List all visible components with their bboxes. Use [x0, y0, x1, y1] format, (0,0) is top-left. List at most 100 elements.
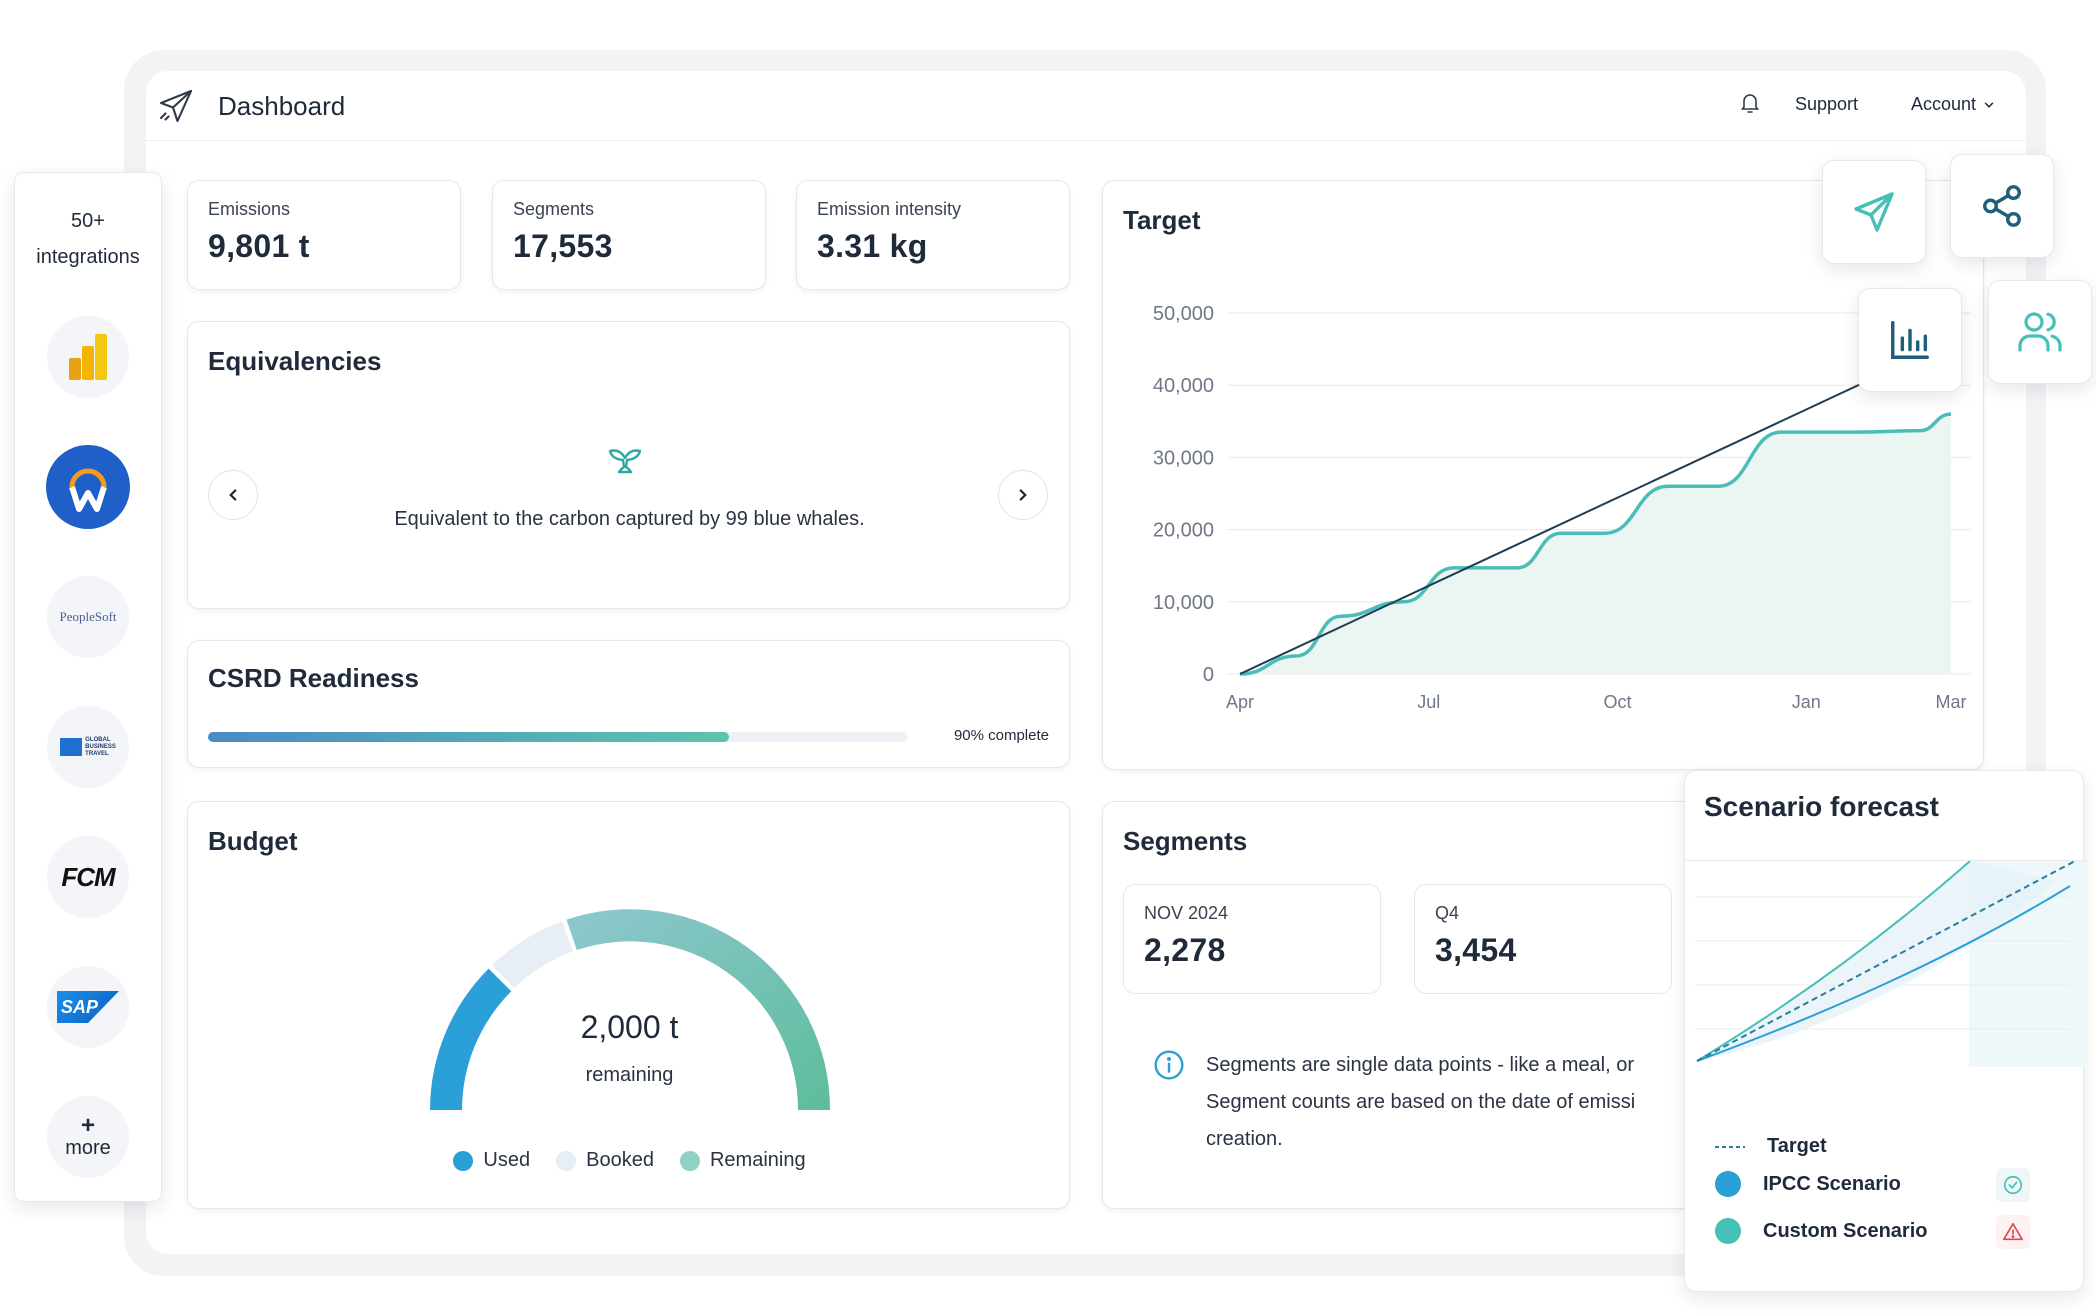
target-title: Target	[1123, 205, 1201, 235]
bell-icon[interactable]	[1738, 91, 1766, 119]
previous-button[interactable]	[208, 470, 258, 520]
segment-quarter-card[interactable]: Q4 3,454	[1414, 884, 1672, 994]
fcm-text: FCM	[61, 861, 115, 892]
segments-label: Segments	[513, 199, 595, 219]
scenario-card: Scenario forecast Target IPCC Scenario C…	[1684, 770, 2085, 1292]
y-tick-label: 50,000	[1153, 303, 1214, 325]
csrd-title: CSRD Readiness	[208, 663, 419, 693]
info-line-1: Segments are single data points - like a…	[1206, 1054, 1634, 1076]
x-tick-label: Mar	[1936, 692, 1967, 712]
budget-gauge	[430, 909, 831, 1110]
y-tick-label: 20,000	[1153, 520, 1214, 542]
sap-text: SAP	[61, 996, 99, 1017]
support-link[interactable]: Support	[1795, 94, 1859, 114]
gauge-used-arc	[430, 968, 512, 1110]
actual-area	[1240, 414, 1951, 674]
segment-quarter-value: 3,454	[1435, 932, 1517, 968]
segments-value: 17,553	[513, 228, 613, 264]
x-tick-label: Jan	[1792, 692, 1821, 712]
y-tick-label: 40,000	[1153, 375, 1214, 397]
budget-title: Budget	[208, 826, 298, 856]
integrations-label: integrations	[36, 246, 140, 268]
csrd-progress-fill	[208, 732, 729, 742]
ipcc-scenario-line	[1696, 885, 2071, 1062]
emissions-card[interactable]: Emissions 9,801 t	[187, 180, 461, 290]
page-title: Dashboard	[218, 91, 346, 121]
info-icon	[1153, 1049, 1185, 1086]
users-icon	[2018, 312, 2062, 352]
csrd-progress-track	[208, 732, 908, 742]
next-button[interactable]	[998, 470, 1048, 520]
scenario-chart	[1695, 861, 2085, 1067]
intensity-value: 3.31 kg	[817, 228, 928, 264]
more-label: more	[65, 1136, 111, 1159]
analytics-tile[interactable]	[1858, 288, 1962, 392]
y-tick-label: 10,000	[1153, 592, 1214, 614]
x-tick-label: Oct	[1604, 692, 1632, 712]
segment-month-label: NOV 2024	[1144, 903, 1229, 923]
info-line-2: Segment counts are based on the date of …	[1206, 1091, 1636, 1113]
segments-stat-card[interactable]: Segments 17,553	[492, 180, 766, 290]
csrd-progress-label: 90% complete	[953, 727, 1049, 744]
paper-plane-logo-icon[interactable]	[158, 88, 194, 124]
emissions-label: Emissions	[208, 199, 291, 219]
workday-icon	[69, 468, 107, 512]
segment-month-card[interactable]: NOV 2024 2,278	[1123, 884, 1381, 994]
legend-remaining: Remaining	[679, 1149, 806, 1172]
legend-used: Used	[453, 1149, 530, 1172]
gbt-logo[interactable]: GLOBAL BUSINESS TRAVEL	[47, 706, 129, 788]
gauge-remaining-arc	[566, 909, 831, 1110]
chevron-down-icon	[1984, 101, 1994, 108]
peoplesoft-logo[interactable]: PeopleSoft	[47, 576, 129, 658]
custom-dot	[1715, 1218, 1741, 1244]
legend-ipcc: IPCC Scenario	[1715, 1171, 1901, 1197]
share-icon	[1983, 185, 2021, 227]
intensity-card[interactable]: Emission intensity 3.31 kg	[796, 180, 1070, 290]
gauge-booked-arc	[491, 921, 574, 989]
info-line-3: creation.	[1206, 1128, 1283, 1150]
custom-scenario-line	[1696, 861, 1971, 1062]
target-chart: 0 10,000 20,000 30,000 40,000 50,000 Apr Jul Oct…	[1153, 303, 1971, 712]
warning-icon	[1996, 1215, 2030, 1249]
budget-value: 2,000 t	[580, 1009, 679, 1045]
integrations-panel: 50+ integrations	[14, 172, 162, 1202]
gbt-line1: GLOBAL	[85, 736, 111, 743]
powerbi-icon	[69, 334, 107, 380]
more-integrations-button[interactable]: + more	[47, 1096, 129, 1178]
emissions-value: 9,801 t	[208, 228, 310, 264]
budget-legend: Used Booked Remaining	[188, 1149, 1071, 1172]
gbt-line3: TRAVEL	[85, 750, 109, 757]
ipcc-dot	[1715, 1171, 1741, 1197]
equivalency-text: Equivalent to the carbon captured by 99 …	[394, 508, 865, 530]
scenario-title: Scenario forecast	[1704, 791, 1939, 822]
chevron-left-icon	[229, 489, 237, 501]
send-tile[interactable]	[1822, 160, 1926, 264]
budget-card: Budget 2,000 t remaining Used Booked Rem…	[187, 801, 1070, 1209]
chevron-right-icon	[1019, 489, 1027, 501]
actual-series-line	[1239, 412, 1952, 676]
segment-month-value: 2,278	[1144, 932, 1226, 968]
plus-icon: +	[80, 1111, 95, 1139]
powerbi-logo[interactable]	[47, 316, 129, 398]
share-tile[interactable]	[1950, 154, 2054, 258]
x-tick-label: Apr	[1226, 692, 1254, 712]
sap-logo[interactable]: SAP	[47, 966, 129, 1048]
workday-logo[interactable]	[46, 445, 130, 529]
scenario-band	[1697, 861, 2057, 1061]
equivalencies-title: Equivalencies	[208, 346, 382, 376]
budget-subtitle: remaining	[585, 1064, 674, 1086]
y-tick-label: 30,000	[1153, 447, 1214, 469]
dashed-line-icon	[1715, 1145, 1745, 1148]
segments-title: Segments	[1123, 826, 1248, 856]
target-series-line	[1239, 340, 1952, 675]
peoplesoft-text: PeopleSoft	[59, 609, 117, 624]
target-card: Target 0 10,000 20,000 30,000 40,000 50,000 Ap…	[1102, 180, 1984, 770]
users-tile[interactable]	[1988, 280, 2092, 384]
account-menu[interactable]: Account	[1911, 94, 1996, 115]
fcm-logo[interactable]: FCM	[47, 836, 129, 918]
account-label: Account	[1911, 94, 1977, 114]
intensity-label: Emission intensity	[817, 199, 962, 219]
integrations-count: 50+	[71, 210, 105, 232]
legend-booked: Booked	[556, 1149, 654, 1172]
legend-target: Target	[1715, 1135, 1827, 1158]
